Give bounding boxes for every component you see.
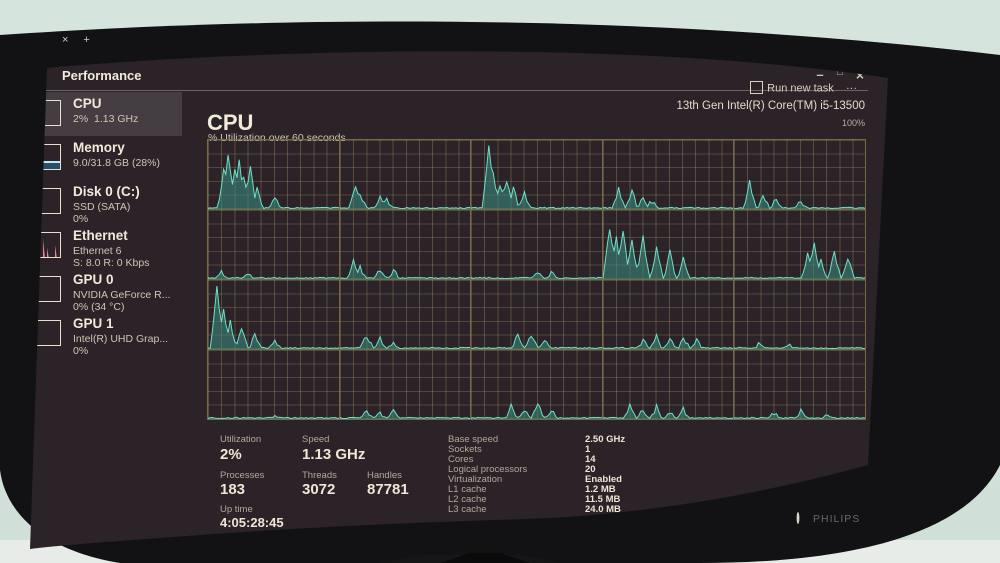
- svg-text:PHILIPS: PHILIPS: [813, 513, 860, 525]
